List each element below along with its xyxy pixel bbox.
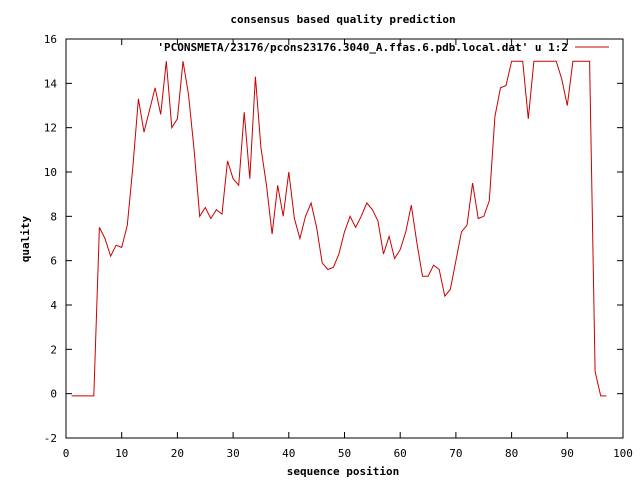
x-tick-label: 60 — [394, 447, 407, 460]
legend-entry-label: 'PCONSMETA/23176/pcons23176.3040_A.ffas.… — [157, 41, 568, 54]
x-tick-label: 30 — [226, 447, 239, 460]
y-tick-label: 4 — [50, 299, 57, 312]
x-tick-label: 20 — [171, 447, 184, 460]
x-tick-label: 70 — [449, 447, 462, 460]
y-axis-label: quality — [19, 215, 32, 262]
x-tick-label: 50 — [338, 447, 351, 460]
y-tick-label: -2 — [44, 432, 57, 445]
y-tick-label: 14 — [44, 77, 58, 90]
x-tick-label: 100 — [613, 447, 633, 460]
x-axis-label: sequence position — [287, 465, 400, 478]
y-axis: -2 0 2 4 6 8 10 12 14 16 — [44, 33, 623, 445]
y-tick-label: 12 — [44, 122, 57, 135]
plot-frame — [65, 38, 624, 439]
y-tick-label: 0 — [50, 388, 57, 401]
y-tick-label: 8 — [50, 210, 57, 223]
y-tick-label: 6 — [50, 255, 57, 268]
y-tick-label: 16 — [44, 33, 57, 46]
y-tick-label: 10 — [44, 166, 57, 179]
x-tick-label: 10 — [115, 447, 128, 460]
y-tick-label: 2 — [50, 343, 57, 356]
legend: 'PCONSMETA/23176/pcons23176.3040_A.ffas.… — [157, 41, 609, 54]
series-line — [71, 60, 607, 397]
x-tick-label: 80 — [505, 447, 518, 460]
x-tick-label: 40 — [282, 447, 295, 460]
chart-title: consensus based quality prediction — [230, 13, 455, 26]
x-axis: 0 10 20 30 40 50 60 70 80 90 100 — [63, 39, 633, 460]
x-tick-label: 90 — [561, 447, 574, 460]
x-tick-label: 0 — [63, 447, 70, 460]
